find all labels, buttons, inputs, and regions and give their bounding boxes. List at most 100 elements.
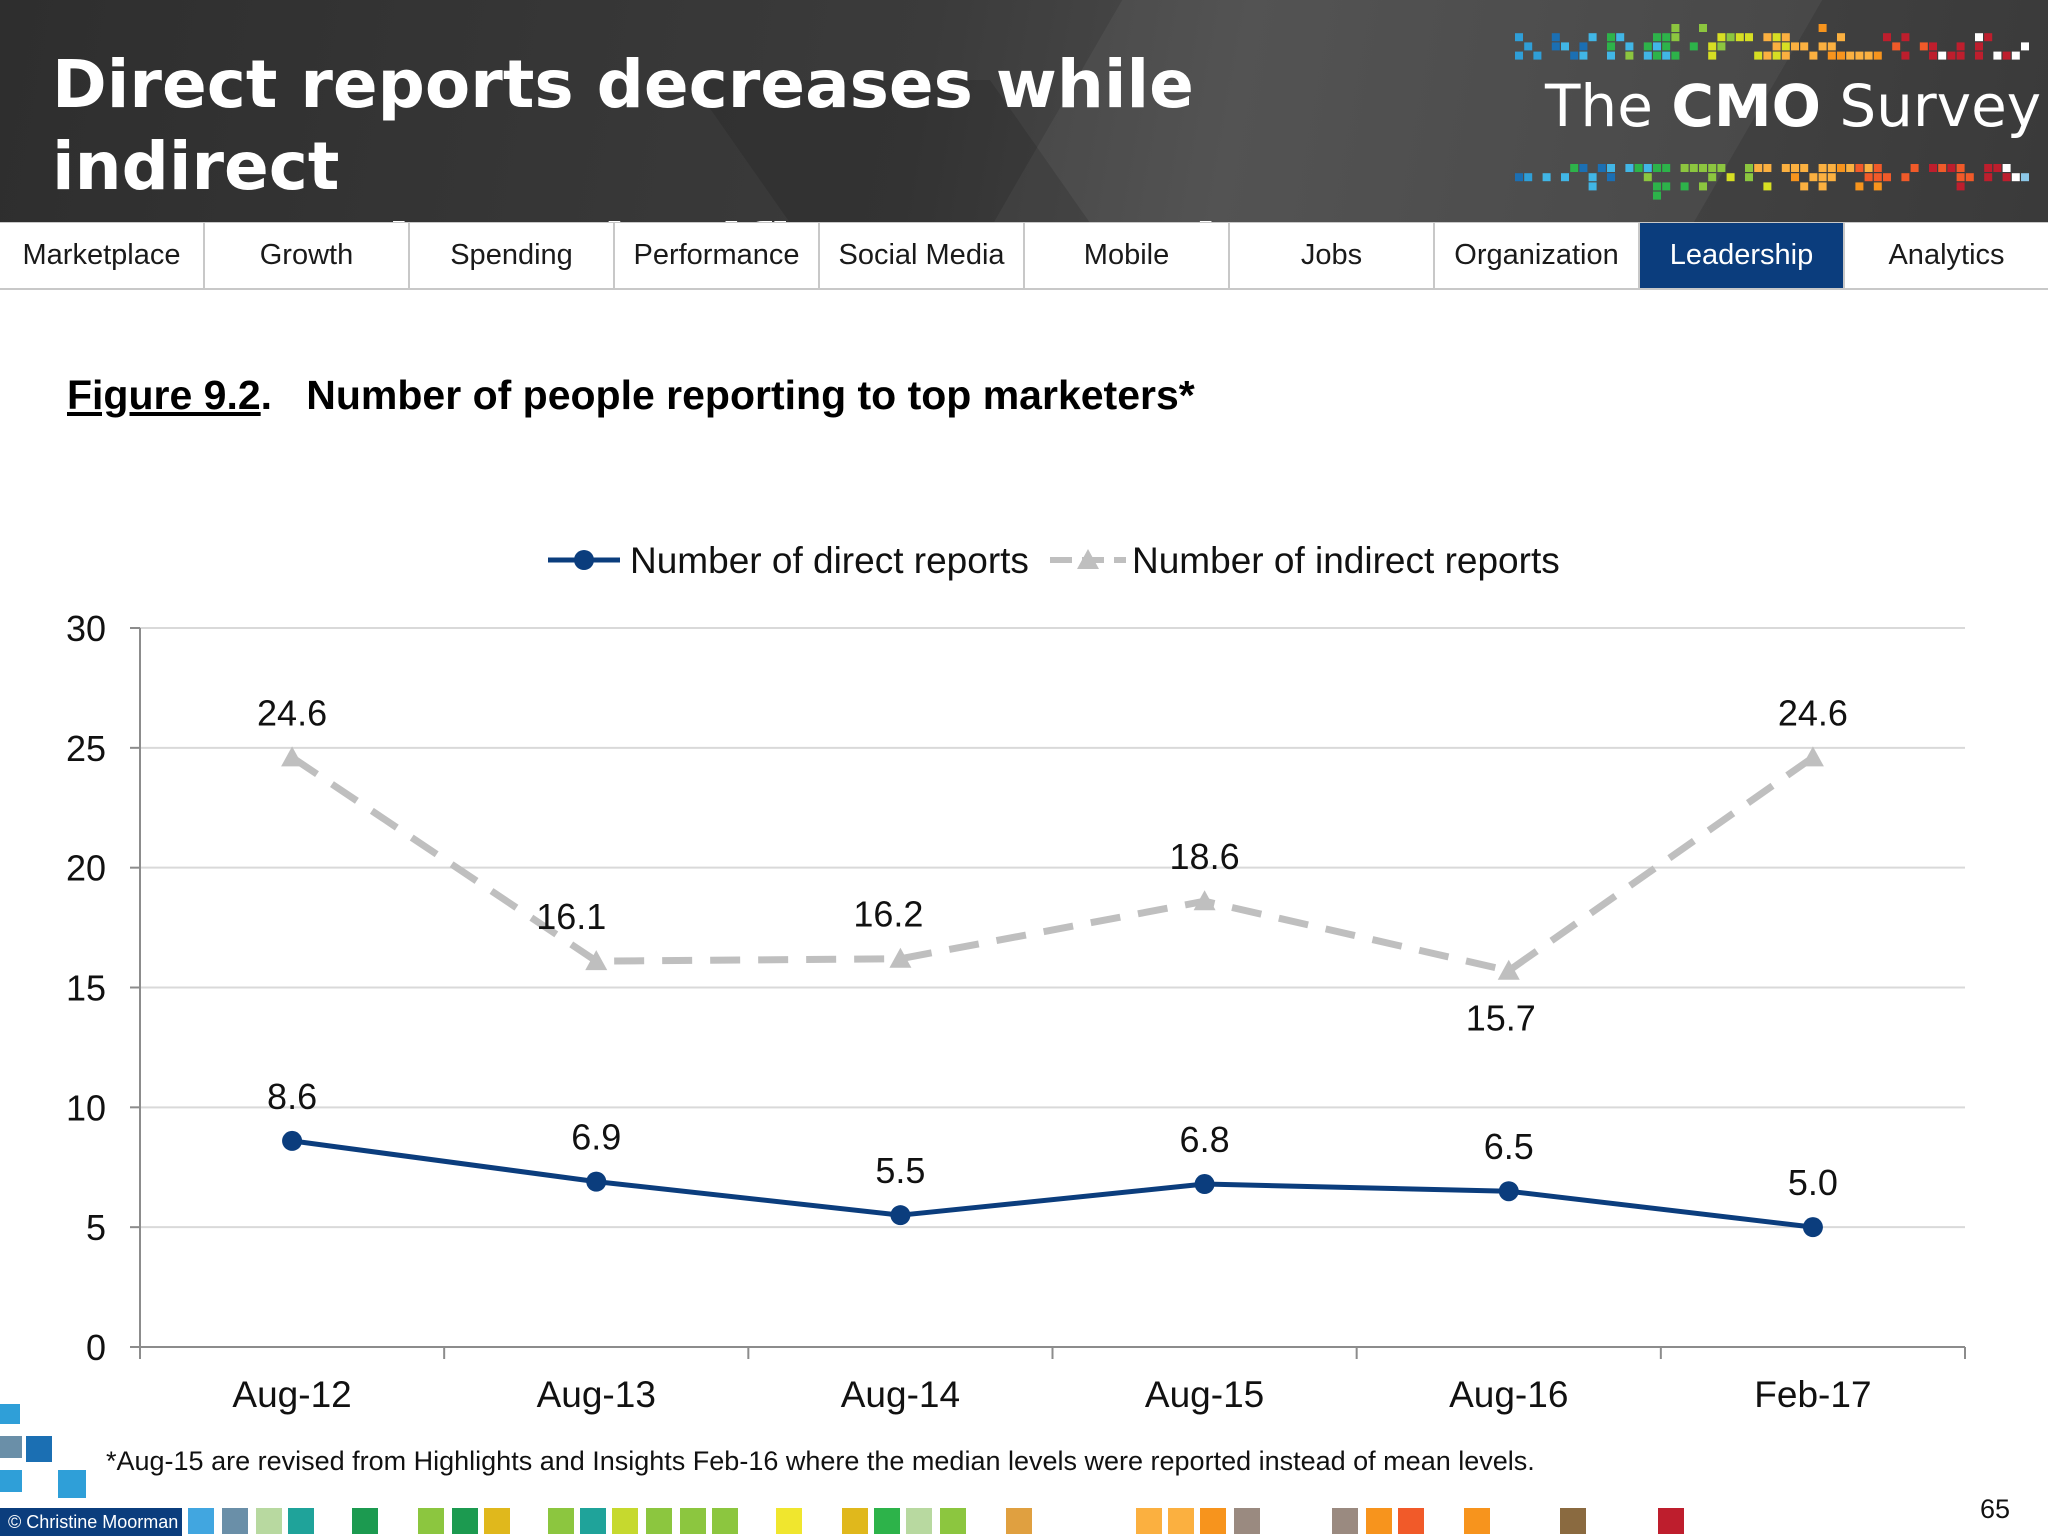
logo-pixel: [1763, 164, 1772, 172]
data-point-direct-reports: [586, 1171, 607, 1192]
logo-pixel: [1680, 182, 1689, 191]
footer-square: [0, 1404, 20, 1424]
footnote: *Aug-15 are revised from Highlights and …: [106, 1446, 1535, 1476]
slide-title: Direct reports decreases while indirect …: [52, 44, 1412, 222]
y-tick-label: 30: [66, 608, 106, 649]
y-tick-label: 0: [86, 1327, 106, 1368]
logo-pixel: [1993, 164, 2002, 172]
logo-pixel: [1800, 42, 1809, 51]
logo-pixel: [1827, 42, 1836, 51]
logo-prefix: The: [1545, 72, 1672, 140]
tab-performance[interactable]: Performance: [615, 223, 820, 288]
tab-social-media[interactable]: Social Media: [820, 223, 1025, 288]
footer-square: [612, 1508, 638, 1534]
logo-pixel: [1689, 42, 1698, 51]
logo-pixel: [1763, 51, 1772, 60]
tab-jobs[interactable]: Jobs: [1230, 223, 1435, 288]
logo-pixel: [1910, 164, 1919, 172]
logo-pixel: [1662, 42, 1671, 51]
logo-pixel: [1625, 164, 1634, 172]
logo-pixel: [1662, 51, 1671, 60]
series-line-indirect-reports: [290, 754, 1815, 975]
logo-pixel: [2011, 51, 2020, 60]
logo-pixel: [1772, 42, 1781, 51]
x-tick-label: Aug-16: [1449, 1374, 1568, 1415]
logo-pixel: [1653, 182, 1661, 191]
logo-pixel: [1515, 51, 1523, 60]
logo-pixel: [1533, 51, 1542, 60]
logo-pixel: [1975, 51, 1983, 60]
logo-pixel: [1781, 42, 1790, 51]
logo-pixel: [1855, 164, 1864, 172]
logo-pixel: [1653, 42, 1661, 51]
data-label-direct-reports: 6.9: [571, 1117, 621, 1158]
data-point-indirect-reports: [585, 950, 608, 971]
x-tick-label: Aug-13: [537, 1374, 656, 1415]
logo-pixel: [1864, 164, 1873, 172]
logo-pixel: [1515, 33, 1523, 42]
footer-square: [1658, 1508, 1684, 1534]
footer-square: [776, 1508, 802, 1534]
footer-square: [222, 1508, 248, 1534]
logo-pixel: [1588, 33, 1597, 42]
data-label-direct-reports: 6.5: [1484, 1126, 1534, 1167]
footer-square: [256, 1508, 282, 1534]
tab-mobile[interactable]: Mobile: [1025, 223, 1230, 288]
logo-pixel-pattern: [1515, 164, 2029, 200]
logo-pixel: [1873, 182, 1882, 191]
logo-pixel: [1938, 164, 1947, 172]
logo-pixel: [1818, 42, 1827, 51]
logo-pixel: [1956, 42, 1965, 51]
data-label-direct-reports: 5.0: [1788, 1162, 1838, 1203]
footer-square: [712, 1508, 738, 1534]
logo-pixel: [1607, 33, 1615, 42]
logo-pixel: [1671, 24, 1680, 32]
logo-pixel: [1579, 164, 1588, 172]
footer-square: [940, 1508, 966, 1534]
logo-pixel: [1643, 42, 1652, 51]
data-label-indirect-reports: 24.6: [1778, 692, 1848, 733]
logo-pixel: [1653, 51, 1661, 60]
data-label-direct-reports: 6.8: [1180, 1119, 1230, 1160]
logo-pixel: [1929, 51, 1937, 60]
x-tick-label: Feb-17: [1754, 1374, 1871, 1415]
logo-pixel: [1818, 182, 1827, 191]
logo-pixel: [1607, 51, 1615, 60]
line-chart: 0 5 10 15 20 25 30 Aug-12 Aug-13 Aug-14 Aug-15 Aug-…: [66, 540, 1966, 1415]
tab-marketplace[interactable]: Marketplace: [0, 223, 205, 288]
logo-pixel: [1653, 33, 1661, 42]
footer-square: [484, 1508, 510, 1534]
tab-organization[interactable]: Organization: [1435, 223, 1640, 288]
section-nav: Marketplace Growth Spending Performance …: [0, 222, 2048, 290]
logo-pixel: [1772, 33, 1781, 42]
logo-pixel: [2002, 164, 2011, 172]
logo-pixel: [1791, 42, 1799, 51]
logo-pixel: [1901, 173, 1910, 182]
footer-square: [906, 1508, 932, 1534]
logo-pixel: [1551, 33, 1560, 42]
data-label-indirect-reports: 16.1: [536, 896, 606, 937]
figure-caption: Number of people reporting to top market…: [306, 372, 1195, 418]
logo-pixel: [1956, 173, 1965, 182]
tab-growth[interactable]: Growth: [205, 223, 410, 288]
logo-pixel: [1929, 42, 1937, 51]
data-point-indirect-reports: [1497, 959, 1520, 980]
footer-square: [1560, 1508, 1586, 1534]
slide-title-line: Direct reports decreases while indirect: [52, 46, 1194, 205]
tab-spending[interactable]: Spending: [410, 223, 615, 288]
logo-pixel: [1818, 173, 1827, 182]
logo-pixel: [1809, 173, 1818, 182]
logo-pixel: [1791, 173, 1799, 182]
tab-analytics[interactable]: Analytics: [1888, 239, 2005, 271]
logo-pixel: [1855, 182, 1864, 191]
logo-pixel: [1699, 164, 1707, 172]
logo-pixel: [1607, 173, 1615, 182]
cmo-survey-logo: The CMO Survey: [1545, 72, 2041, 140]
logo-pixel: [1956, 164, 1965, 172]
tab-leadership[interactable]: Leadership: [1640, 223, 1845, 288]
logo-pixel: [1791, 164, 1799, 172]
footer-square: [58, 1470, 86, 1498]
logo-pixel-pattern: [1515, 24, 2029, 60]
logo-pixel: [1699, 24, 1707, 32]
footer-square: [1234, 1508, 1260, 1534]
